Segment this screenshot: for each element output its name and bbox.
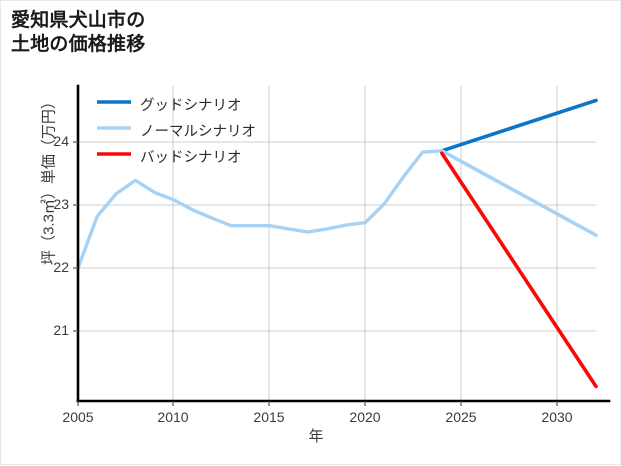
x-tick-label-2010: 2010: [157, 409, 189, 425]
y-tick-label-22: 22: [53, 259, 69, 275]
x-tick-label-2015: 2015: [253, 409, 285, 425]
x-axis-title: 年: [308, 428, 324, 445]
axis-spines: [76, 84, 611, 403]
page-title: 愛知県犬山市の 土地の価格推移: [11, 10, 146, 56]
x-tick-label-2030: 2030: [541, 409, 573, 425]
x-tick-label-2020: 2020: [349, 409, 381, 425]
axis-tick-marks: [73, 141, 558, 406]
gridlines: [78, 86, 596, 401]
legend-item-bad-scenario: バッドシナリオ: [140, 150, 242, 166]
legend-item-good-scenario: グッドシナリオ: [140, 98, 242, 114]
series-normal-scenario-line: [440, 149, 598, 237]
y-tick-label-24: 24: [53, 133, 69, 149]
series-historical-line: [76, 149, 444, 270]
y-tick-label-21: 21: [53, 322, 69, 338]
x-tick-label-2005: 2005: [62, 409, 94, 425]
legend-swatches: [97, 100, 131, 156]
y-tick-label-23: 23: [53, 196, 69, 212]
series-bad-scenario-line: [440, 151, 598, 389]
x-tick-label-2025: 2025: [445, 409, 477, 425]
y-axis-title: 坪（3.3㎡）単価（万円）: [40, 94, 58, 265]
series-good-scenario-line: [440, 98, 598, 153]
legend-item-normal-scenario: ノーマルシナリオ: [140, 124, 256, 140]
